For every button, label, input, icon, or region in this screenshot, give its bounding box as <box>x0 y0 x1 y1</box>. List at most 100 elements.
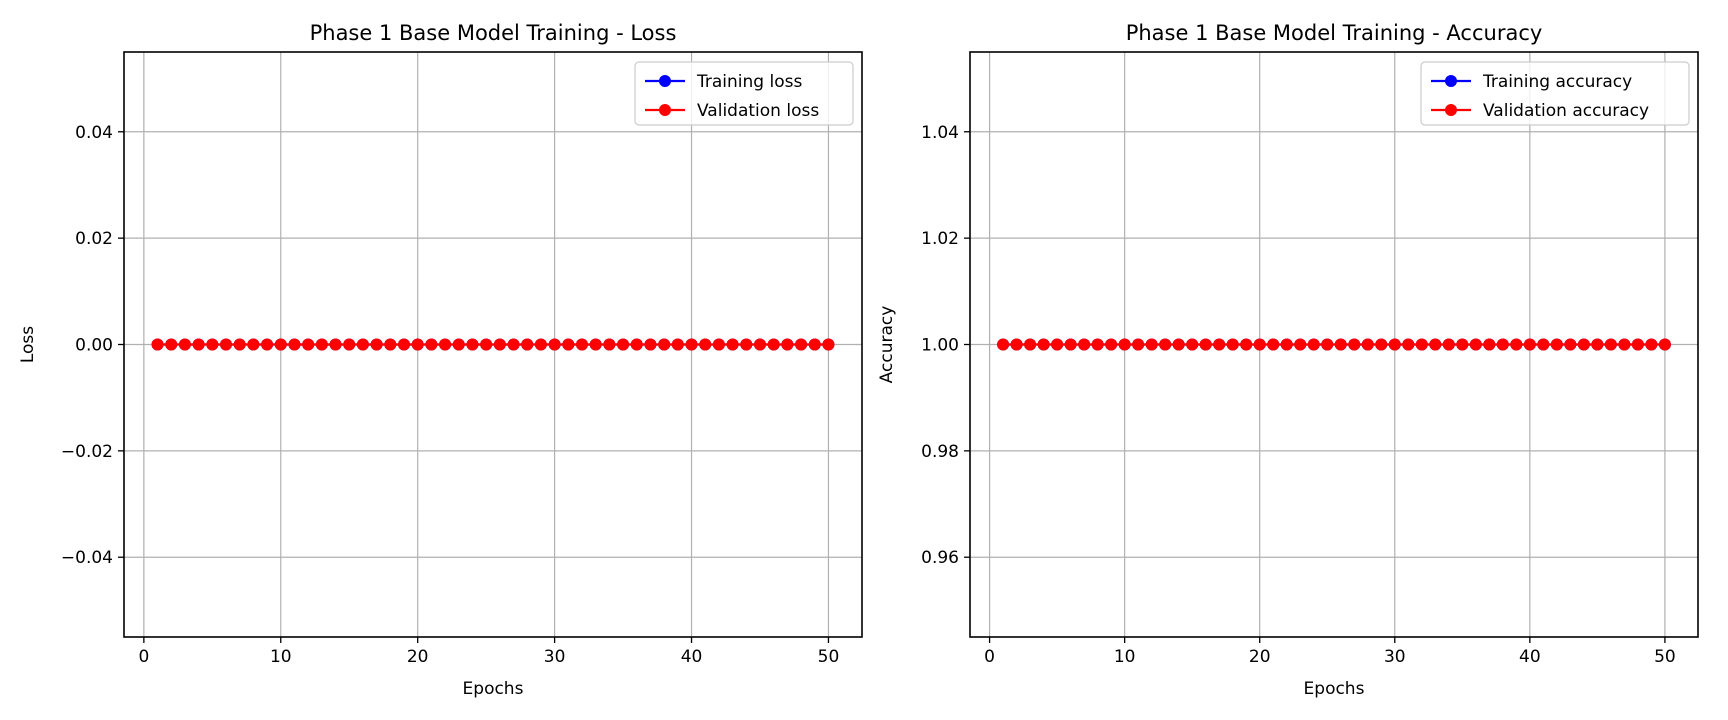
data-point <box>1051 338 1064 351</box>
data-point <box>1321 338 1334 351</box>
data-point <box>452 338 465 351</box>
data-point <box>1172 338 1185 351</box>
data-point <box>589 338 602 351</box>
data-point <box>685 338 698 351</box>
x-tick-label: 20 <box>407 647 429 667</box>
y-tick-label: 0.96 <box>921 548 959 568</box>
x-tick-label: 50 <box>1654 647 1676 667</box>
data-point <box>220 338 233 351</box>
x-tick-label: 50 <box>818 647 840 667</box>
x-tick-label: 0 <box>984 647 995 667</box>
data-point <box>178 338 191 351</box>
legend-marker <box>1445 75 1457 87</box>
data-point <box>1253 338 1266 351</box>
data-point <box>1388 338 1401 351</box>
x-tick-label: 30 <box>1384 647 1406 667</box>
data-point <box>1294 338 1307 351</box>
data-point <box>1240 338 1253 351</box>
data-point <box>671 338 684 351</box>
data-point <box>1523 338 1536 351</box>
data-point <box>1550 338 1563 351</box>
data-point <box>1064 338 1077 351</box>
data-point <box>1618 338 1631 351</box>
data-point <box>247 338 260 351</box>
data-point <box>356 338 369 351</box>
data-point <box>480 338 493 351</box>
data-point <box>562 338 575 351</box>
legend-label: Validation loss <box>697 101 819 121</box>
data-point <box>534 338 547 351</box>
y-axis-label: Loss <box>18 326 38 363</box>
data-point <box>302 338 315 351</box>
data-point <box>1091 338 1104 351</box>
chart-title: Phase 1 Base Model Training - Accuracy <box>1126 21 1543 45</box>
data-point <box>206 338 219 351</box>
y-tick-label: 1.04 <box>921 123 959 143</box>
data-point <box>370 338 383 351</box>
data-point <box>261 338 274 351</box>
data-point <box>644 338 657 351</box>
data-point <box>822 338 835 351</box>
x-axis-label: Epochs <box>1304 679 1365 699</box>
data-point <box>329 338 342 351</box>
data-point <box>575 338 588 351</box>
loss-chart: 0 10 20 30 40 50 −0.04 −0.02 0.00 0.02 0.04 Phase 1… <box>18 21 863 699</box>
x-tick-label: 30 <box>544 647 566 667</box>
x-tick-label: 10 <box>1114 647 1136 667</box>
x-tick-label: 40 <box>681 647 703 667</box>
data-point <box>1213 338 1226 351</box>
data-point <box>1604 338 1617 351</box>
data-point <box>1132 338 1145 351</box>
x-axis-label: Epochs <box>463 679 524 699</box>
data-point <box>425 338 438 351</box>
data-point <box>997 338 1010 351</box>
data-point <box>1186 338 1199 351</box>
data-point <box>603 338 616 351</box>
data-point <box>398 338 411 351</box>
data-point <box>1037 338 1050 351</box>
x-tick-label: 0 <box>138 647 149 667</box>
data-point <box>1226 338 1239 351</box>
data-point <box>767 338 780 351</box>
data-point <box>384 338 397 351</box>
data-point <box>1375 338 1388 351</box>
data-point <box>1483 338 1496 351</box>
data-point <box>753 338 766 351</box>
x-tick-label: 10 <box>270 647 292 667</box>
data-point <box>493 338 506 351</box>
legend-label: Training loss <box>696 72 802 92</box>
x-tick-label: 40 <box>1519 647 1541 667</box>
data-point <box>411 338 424 351</box>
legend-marker <box>659 104 671 116</box>
data-point <box>1199 338 1212 351</box>
data-point <box>1658 338 1671 351</box>
data-point <box>1118 338 1131 351</box>
data-point <box>1456 338 1469 351</box>
accuracy-chart: 0 10 20 30 40 50 0.96 0.98 1.00 1.02 1.04 Phase 1 B… <box>877 21 1699 699</box>
data-point <box>630 338 643 351</box>
data-point <box>1469 338 1482 351</box>
data-point <box>439 338 452 351</box>
y-tick-label: 0.98 <box>921 442 959 462</box>
data-point <box>1577 338 1590 351</box>
data-point <box>658 338 671 351</box>
legend-marker <box>659 75 671 87</box>
data-point <box>1496 338 1509 351</box>
data-point <box>1105 338 1118 351</box>
data-point <box>1307 338 1320 351</box>
data-point <box>1442 338 1455 351</box>
data-point <box>274 338 287 351</box>
data-point <box>1010 338 1023 351</box>
chart-title: Phase 1 Base Model Training - Loss <box>310 21 677 45</box>
data-point <box>1267 338 1280 351</box>
data-point <box>1429 338 1442 351</box>
y-tick-label: 1.02 <box>921 229 959 249</box>
data-point <box>740 338 753 351</box>
legend-label: Training accuracy <box>1482 72 1632 92</box>
data-point <box>1645 338 1658 351</box>
x-tick-label: 20 <box>1249 647 1271 667</box>
data-point <box>781 338 794 351</box>
data-point <box>343 338 356 351</box>
data-point <box>795 338 808 351</box>
